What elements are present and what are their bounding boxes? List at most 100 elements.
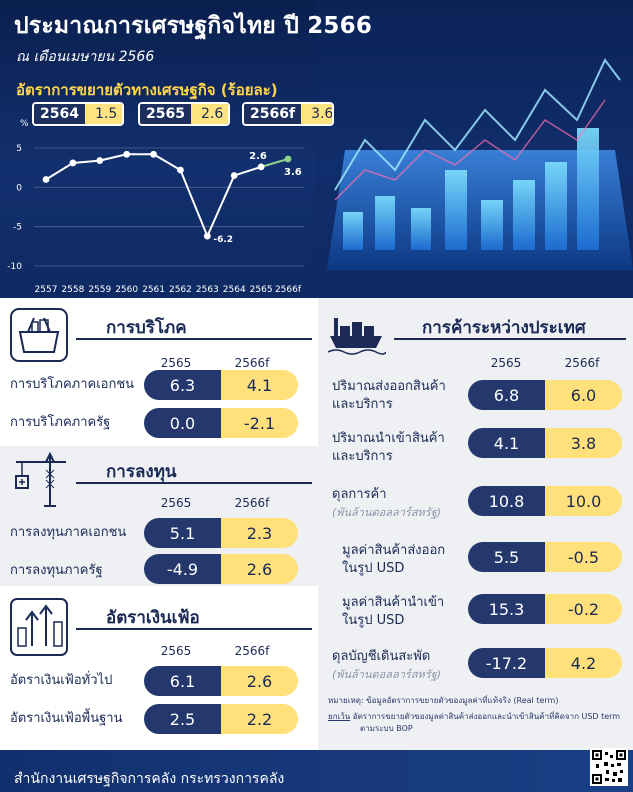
y-tick-label: -5: [13, 223, 22, 233]
footnote-text: ข้อมูลอัตราการขยายตัวของมูลค่าที่แท้จริง…: [366, 696, 559, 705]
value-2565: 6.3: [144, 370, 221, 400]
inflation-headline-label: อัตราเงินเฟ้อทั่วไป: [10, 673, 113, 688]
divider: [76, 628, 312, 630]
divider: [394, 338, 626, 340]
value-2566f: 2.2: [221, 704, 298, 734]
footer-text: สำนักงานเศรษฐกิจการคลัง กระทรวงการคลัง: [14, 771, 285, 787]
growth-box-2565: 2565 2.6: [138, 102, 230, 126]
col-head-2565: 2565: [490, 356, 522, 370]
col-head-2566f: 2566f: [234, 496, 270, 510]
label-unit: (พันล้านดอลลาร์สหรัฐ): [332, 506, 442, 519]
inflation-title: อัตราเงินเฟ้อ: [106, 608, 200, 628]
data-point: [257, 163, 265, 171]
trade-title: การค้าระหว่างประเทศ: [422, 318, 586, 338]
growth-box-year: 2565: [140, 104, 191, 124]
value-2565: 5.5: [468, 542, 545, 572]
growth-box-2566f: 2566f 3.6: [242, 102, 334, 126]
cargo-ship-icon: [327, 318, 386, 355]
y-axis-unit: %: [20, 119, 29, 129]
import-value-label: มูลค่าสินค้านำเข้า ในรูป USD: [342, 594, 444, 630]
data-point: [69, 159, 77, 167]
y-tick-label: 0: [16, 183, 22, 193]
investment-public-label: การลงทุนภาครัฐ: [10, 563, 103, 578]
investment-private-values: 5.1 2.3: [144, 518, 298, 548]
investment-private-label: การลงทุนภาคเอกชน: [10, 525, 127, 540]
growth-title: อัตราการขยายตัวทางเศรษฐกิจ (ร้อยละ): [16, 81, 278, 99]
label-line: และบริการ: [332, 449, 393, 464]
inflation-headline-values: 6.1 2.6: [144, 666, 298, 696]
data-label: -6.2: [213, 235, 233, 245]
growth-box-year: 2566f: [244, 104, 302, 124]
export-volume-values: 6.8 6.0: [468, 380, 622, 410]
growth-box-year: 2564: [34, 104, 85, 124]
left-panel: การบริโภค 2565 2566f การบริโภคภาคเอกชน 6…: [0, 298, 318, 750]
export-value-values: 5.5 -0.5: [468, 542, 622, 572]
import-volume-values: 4.1 3.8: [468, 428, 622, 458]
series-line: [45, 153, 262, 239]
decorative-bar-graphic: [315, 0, 633, 298]
inflation-arrows-icon: [10, 598, 68, 656]
consumption-title: การบริโภค: [106, 318, 187, 338]
value-2566f: 6.0: [545, 380, 622, 410]
x-tick-label: 2562: [169, 285, 192, 295]
data-point: [177, 166, 184, 174]
growth-box-value: 3.6: [301, 104, 332, 124]
data-point: [203, 232, 211, 240]
value-2565: 6.8: [468, 380, 545, 410]
value-2565: 10.8: [468, 486, 545, 516]
trade-balance-label: ดุลการค้า (พันล้านดอลลาร์สหรัฐ): [332, 486, 441, 522]
value-2565: 4.1: [468, 428, 545, 458]
value-2565: 15.3: [468, 594, 545, 624]
value-2566f: 2.6: [221, 554, 298, 584]
value-2566f: 2.6: [221, 666, 298, 696]
data-point: [123, 150, 131, 158]
col-head-2566f: 2566f: [234, 644, 270, 658]
value-2566f: 4.1: [221, 370, 298, 400]
value-2565: 5.1: [144, 518, 221, 548]
footnote-1: หมายเหตุ: ข้อมูลอัตราการขยายตัวของมูลค่า…: [328, 696, 628, 706]
value-2566f: 3.8: [545, 428, 622, 458]
qr-code-icon[interactable]: [590, 748, 628, 786]
label-line: ปริมาณส่งออกสินค้า: [332, 379, 446, 394]
value-2566f: 2.3: [221, 518, 298, 548]
data-point: [150, 150, 157, 158]
consumption-private-label: การบริโภคภาคเอกชน: [10, 377, 135, 392]
value-2566f: 4.2: [545, 648, 622, 678]
data-point: [96, 157, 104, 164]
inflation-core-values: 2.5 2.2: [144, 704, 298, 734]
label-line: มูลค่าสินค้านำเข้า: [342, 595, 445, 610]
label-line: ดุลการค้า: [332, 487, 387, 502]
current-account-values: -17.2 4.2: [468, 648, 622, 678]
consumption-private-values: 6.3 4.1: [144, 370, 298, 400]
label-line: ในรูป USD: [342, 613, 405, 628]
value-2566f: 10.0: [545, 486, 622, 516]
value-2565: -17.2: [468, 648, 545, 678]
header-banner: ประมาณการเศรษฐกิจไทย ปี 2566 ณ เดือนเมษา…: [0, 0, 633, 298]
value-2565: -4.9: [144, 554, 221, 584]
value-2566f: -0.2: [545, 594, 622, 624]
label-line: มูลค่าสินค้าส่งออก: [342, 543, 446, 558]
footnote-head: หมายเหตุ:: [328, 696, 364, 705]
divider: [76, 338, 312, 340]
data-point: [230, 172, 238, 179]
x-tick-label: 2557: [35, 285, 58, 295]
inflation-core-label: อัตราเงินเฟ้อพื้นฐาน: [10, 711, 123, 726]
label-line: ปริมาณนำเข้าสินค้า: [332, 431, 445, 446]
col-head-2565: 2565: [160, 496, 192, 510]
x-tick-label: 2564: [223, 285, 246, 295]
shopping-basket-icon: [10, 308, 68, 362]
data-point: [284, 155, 292, 163]
investment-public-values: -4.9 2.6: [144, 554, 298, 584]
label-line: และบริการ: [332, 397, 393, 412]
col-head-2566f: 2566f: [564, 356, 600, 370]
label-line: ในรูป USD: [342, 561, 405, 576]
trade-balance-values: 10.8 10.0: [468, 486, 622, 516]
label-unit: (พันล้านดอลลาร์สหรัฐ): [332, 668, 442, 681]
data-point: [42, 176, 50, 183]
export-value-label: มูลค่าสินค้าส่งออก ในรูป USD: [342, 542, 445, 578]
y-tick-label: 5: [16, 144, 22, 154]
footnote-text: อัตราการขยายตัวของมูลค่าสินค้าส่งออกและน…: [352, 712, 621, 721]
page-subtitle: ณ เดือนเมษายน 2566: [16, 49, 155, 65]
x-tick-label: 2565: [250, 285, 273, 295]
x-tick-label: 2566f: [275, 285, 302, 295]
